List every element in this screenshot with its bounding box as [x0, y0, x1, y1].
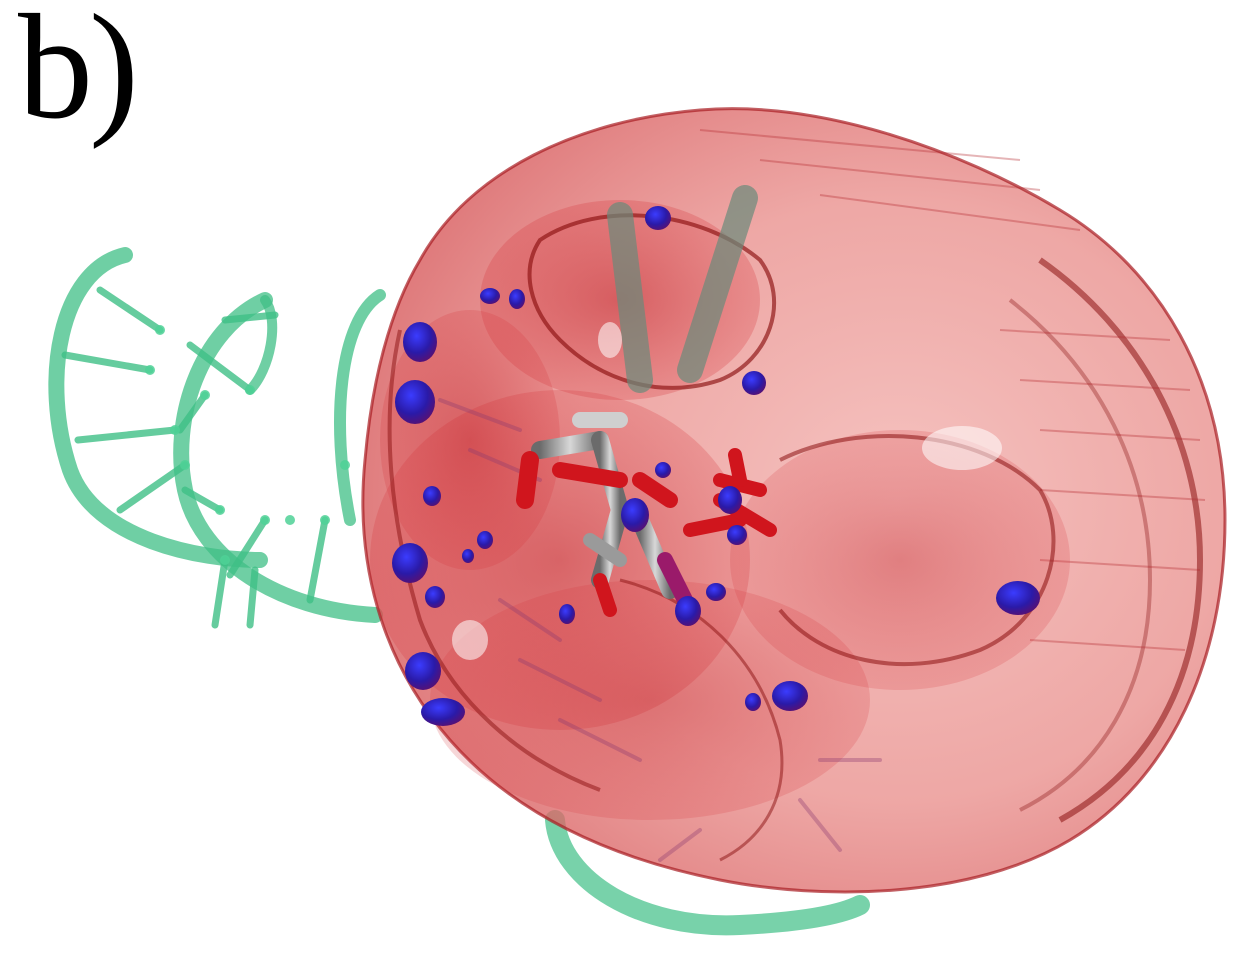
rna-ribbon-bottom [545, 810, 870, 936]
helix-tubes-top [607, 185, 758, 393]
surface-highlights [452, 322, 1002, 660]
blue-density-blobs [392, 206, 1040, 726]
panel-label: b) [18, 0, 139, 150]
rna-bases-left [61, 286, 329, 629]
rna-base-tips-left [145, 325, 350, 565]
